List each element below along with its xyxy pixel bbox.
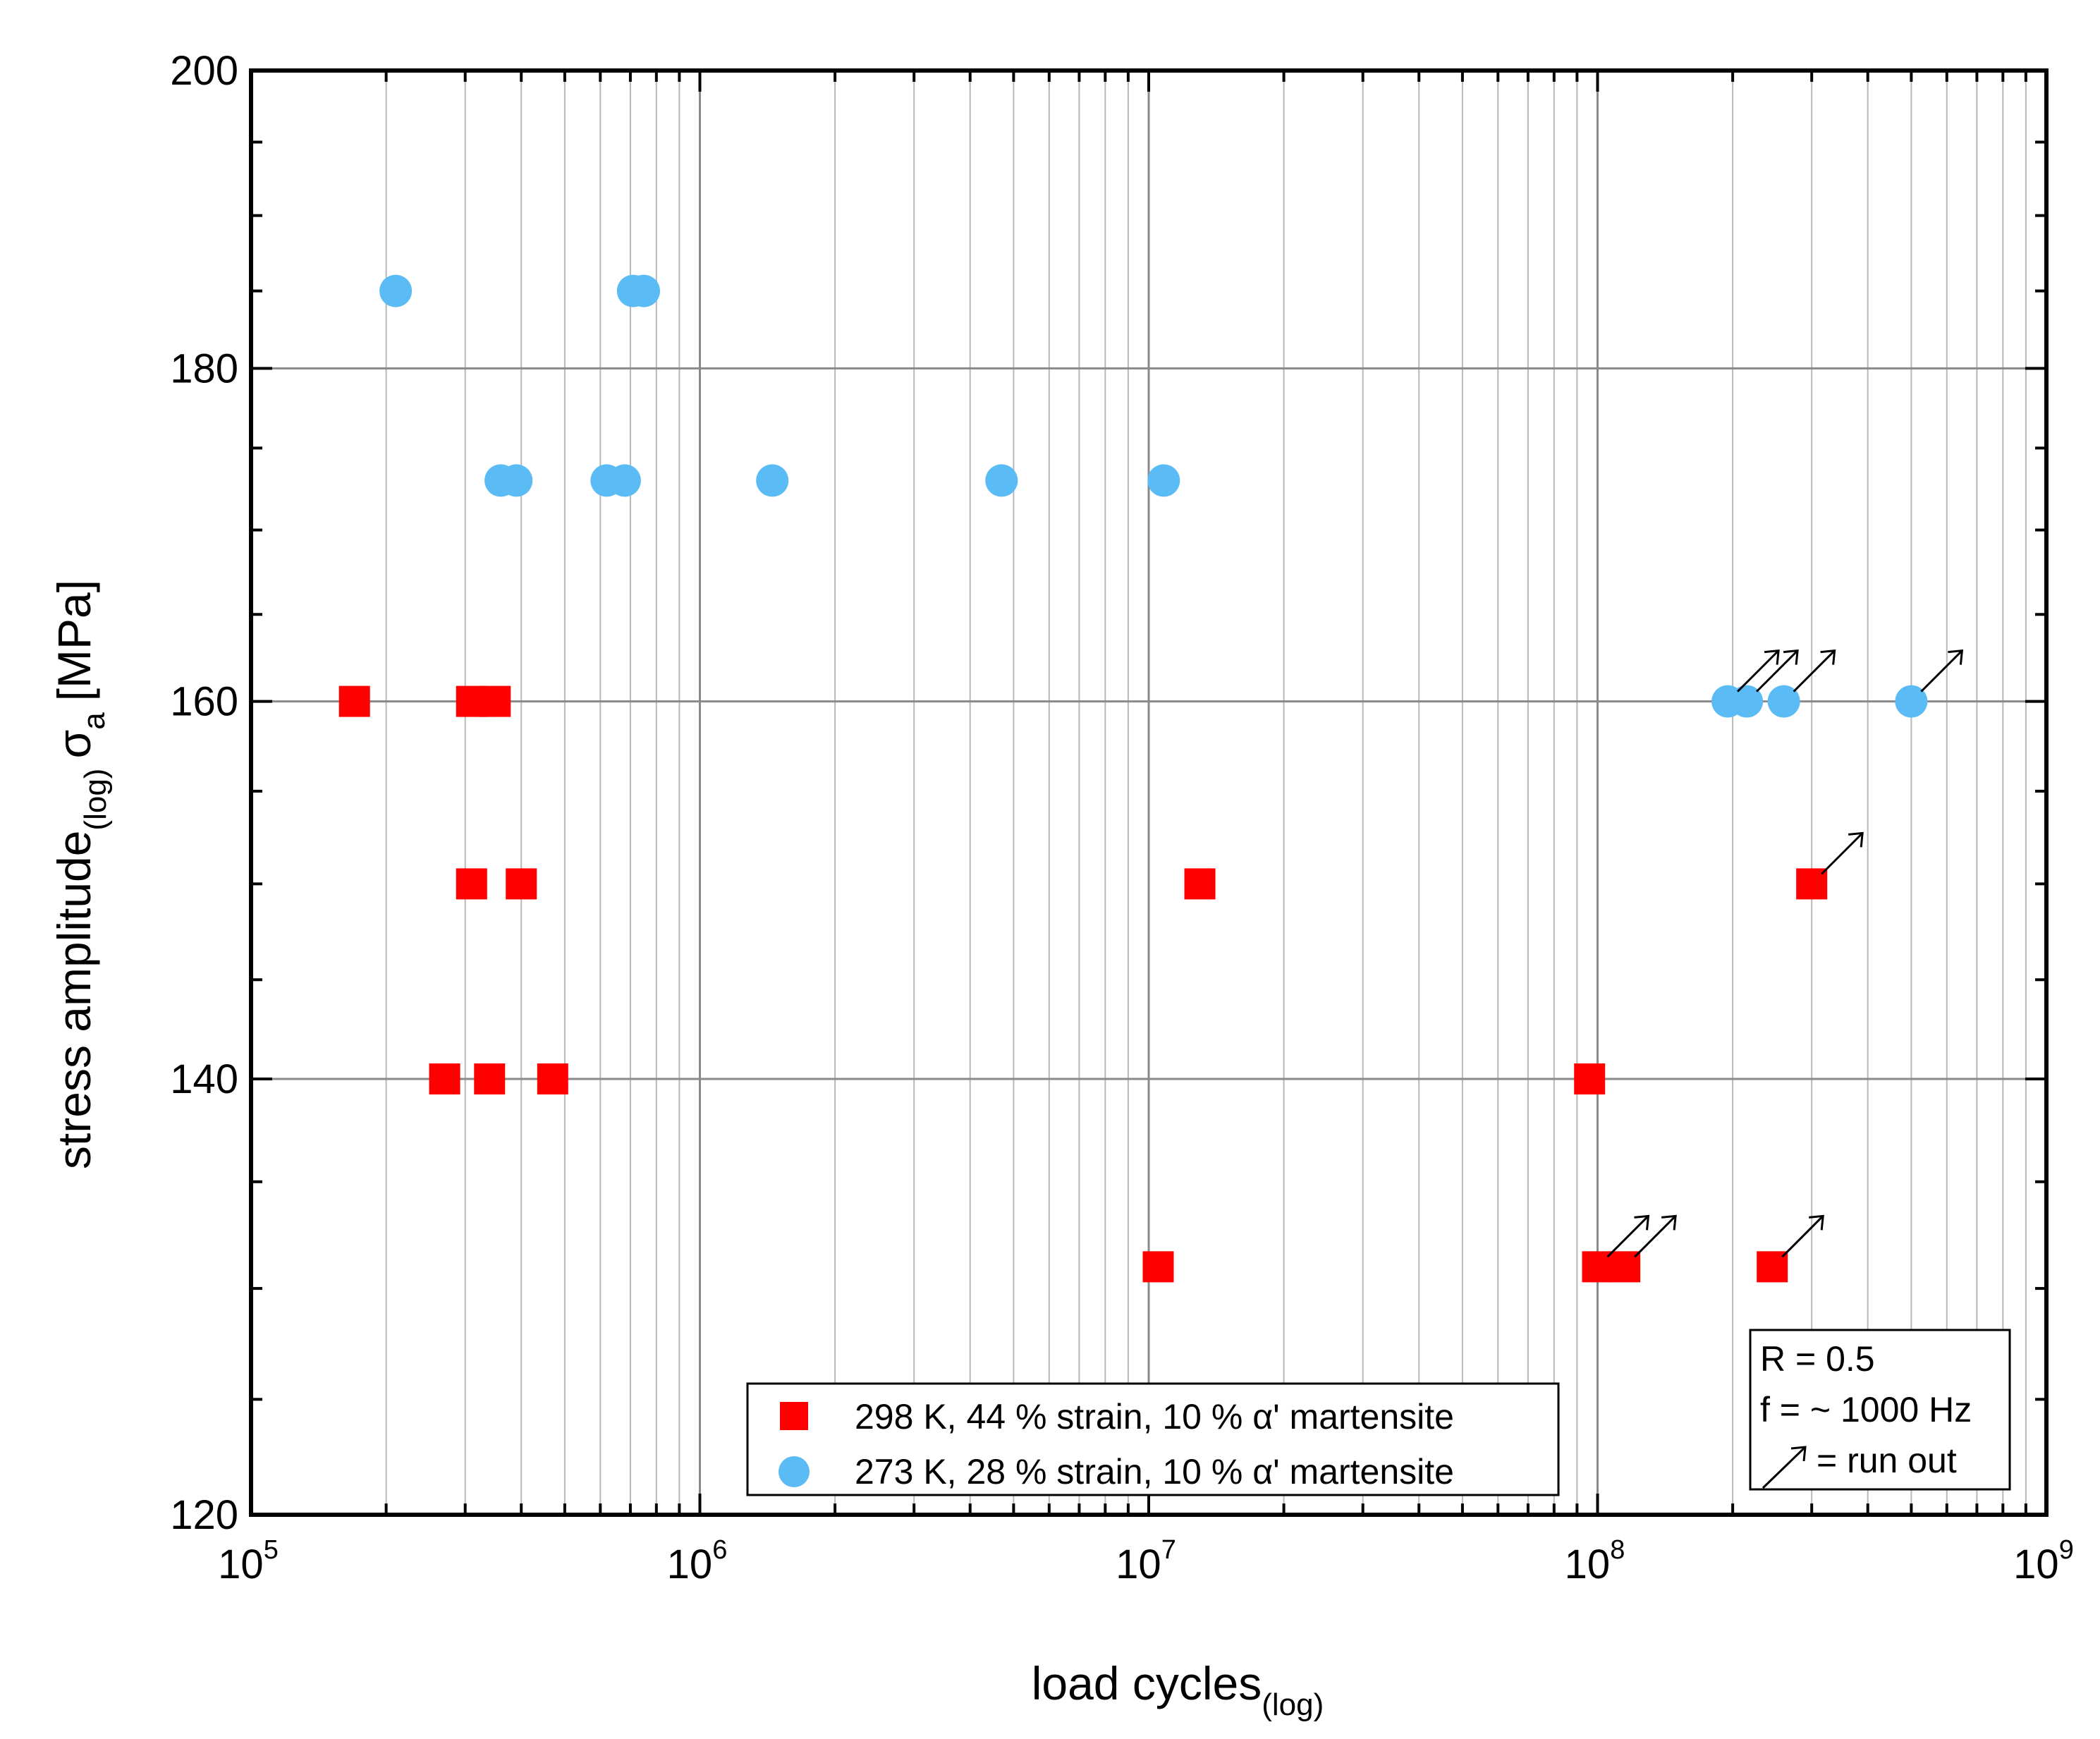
legend-label-273k: 273 K, 28 % strain, 10 % α' martensite [855, 1452, 1454, 1491]
y-axis-title-unit: [MPa] [48, 580, 100, 701]
y-axis-title-main: stress amplitude [48, 831, 100, 1170]
legend-marker-circle [779, 1456, 810, 1487]
runout-arrow-shaft [1606, 1215, 1649, 1258]
annotation-runout-arrow-icon [1762, 1446, 1807, 1489]
x-axis-title-sub: (log) [1262, 1688, 1324, 1722]
data-point-square [338, 685, 370, 717]
runout-arrow-shaft [1634, 1215, 1677, 1258]
data-point-circle [627, 274, 660, 307]
data-point-circle [1895, 685, 1928, 718]
annotation-r-ratio: R = 0.5 [1760, 1339, 1875, 1379]
data-point-circle [1767, 685, 1800, 718]
y-axis-title-symbol-sub: a [77, 712, 111, 730]
data-point-circle [756, 464, 789, 497]
runout-arrow-shaft [1920, 649, 1963, 692]
legend-label-298k: 298 K, 44 % strain, 10 % α' martensite [855, 1397, 1454, 1436]
data-point-square [1184, 868, 1216, 900]
y-axis-title-symbol: σ [48, 730, 100, 759]
x-tick-label: 107 [1116, 1535, 1176, 1587]
y-axis-title: stress amplitude(log) σa [MPa] [48, 580, 113, 1169]
y-tick-label: 180 [170, 346, 238, 391]
runout-arrow-shaft [1821, 832, 1864, 875]
data-points [338, 274, 1928, 1283]
annotation-runout-label: = run out [1817, 1441, 1957, 1480]
data-point-square [474, 1063, 506, 1094]
x-tick-label-base: 10 [667, 1542, 713, 1587]
data-point-circle [379, 274, 413, 307]
y-axis-title-sub: (log) [78, 769, 113, 831]
x-tick-label-exp: 9 [2059, 1535, 2074, 1565]
annotation-frequency: f = ~ 1000 Hz [1760, 1390, 1972, 1429]
x-tick-label-exp: 5 [264, 1535, 279, 1565]
data-point-square [506, 868, 537, 900]
legend-marker-square [780, 1402, 808, 1430]
x-tick-label-base: 10 [1116, 1542, 1161, 1587]
data-point-circle [1730, 685, 1764, 718]
data-point-circle [1147, 464, 1180, 497]
legend-box [746, 1382, 1560, 1496]
x-tick-label: 109 [2013, 1535, 2074, 1587]
runout-arrow-head [1848, 831, 1864, 848]
legend: 298 K, 44 % strain, 10 % α' martensite 2… [746, 1382, 1560, 1496]
annotation-box: R = 0.5 f = ~ 1000 Hz = run out [1749, 1329, 2011, 1491]
runout-arrow-head [1661, 1214, 1677, 1231]
x-tick-label-exp: 7 [1161, 1535, 1176, 1565]
runout-arrow-head [1948, 649, 1964, 665]
grid-lines [251, 71, 2046, 1515]
data-point-square [1574, 1063, 1606, 1094]
y-tick-label: 160 [170, 679, 238, 725]
x-tick-label-base: 10 [1565, 1542, 1611, 1587]
data-point-circle [608, 464, 641, 497]
annotation-frame [1749, 1329, 2011, 1491]
x-tick-label: 106 [667, 1535, 728, 1587]
x-tick-label-base: 10 [2013, 1542, 2059, 1587]
runout-arrows [1606, 649, 1964, 1258]
x-tick-label: 108 [1565, 1535, 1625, 1587]
runout-arrow-shaft [1756, 649, 1799, 692]
x-tick-label-exp: 8 [1610, 1535, 1625, 1565]
data-point-square [537, 1063, 568, 1094]
runout-arrow-head [1809, 1214, 1824, 1231]
data-point-square [1142, 1251, 1174, 1283]
runout-arrow-head [1634, 1214, 1650, 1231]
data-point-circle [985, 464, 1018, 497]
runout-arrow-head [1764, 649, 1780, 665]
data-point-circle [500, 464, 533, 497]
x-axis-title: load cycles(log) [1032, 1657, 1324, 1722]
y-tick-label: 120 [170, 1492, 238, 1538]
data-point-square [480, 685, 511, 717]
runout-arrow-shaft [1737, 649, 1780, 692]
data-point-square [456, 868, 487, 900]
x-tick-label-base: 10 [218, 1542, 264, 1587]
y-tick-label: 140 [170, 1056, 238, 1102]
runout-arrow-shaft [1793, 649, 1836, 692]
x-tick-label: 105 [218, 1535, 279, 1587]
y-tick-label: 200 [170, 48, 238, 94]
runout-arrow-head [1820, 649, 1836, 665]
tick-marks [250, 69, 2048, 1516]
x-axis-title-main: load cycles [1032, 1657, 1262, 1709]
data-point-square [429, 1063, 460, 1094]
runout-arrow-head [1783, 649, 1799, 665]
runout-arrow-shaft [1781, 1215, 1824, 1258]
x-tick-label-exp: 6 [712, 1535, 727, 1565]
